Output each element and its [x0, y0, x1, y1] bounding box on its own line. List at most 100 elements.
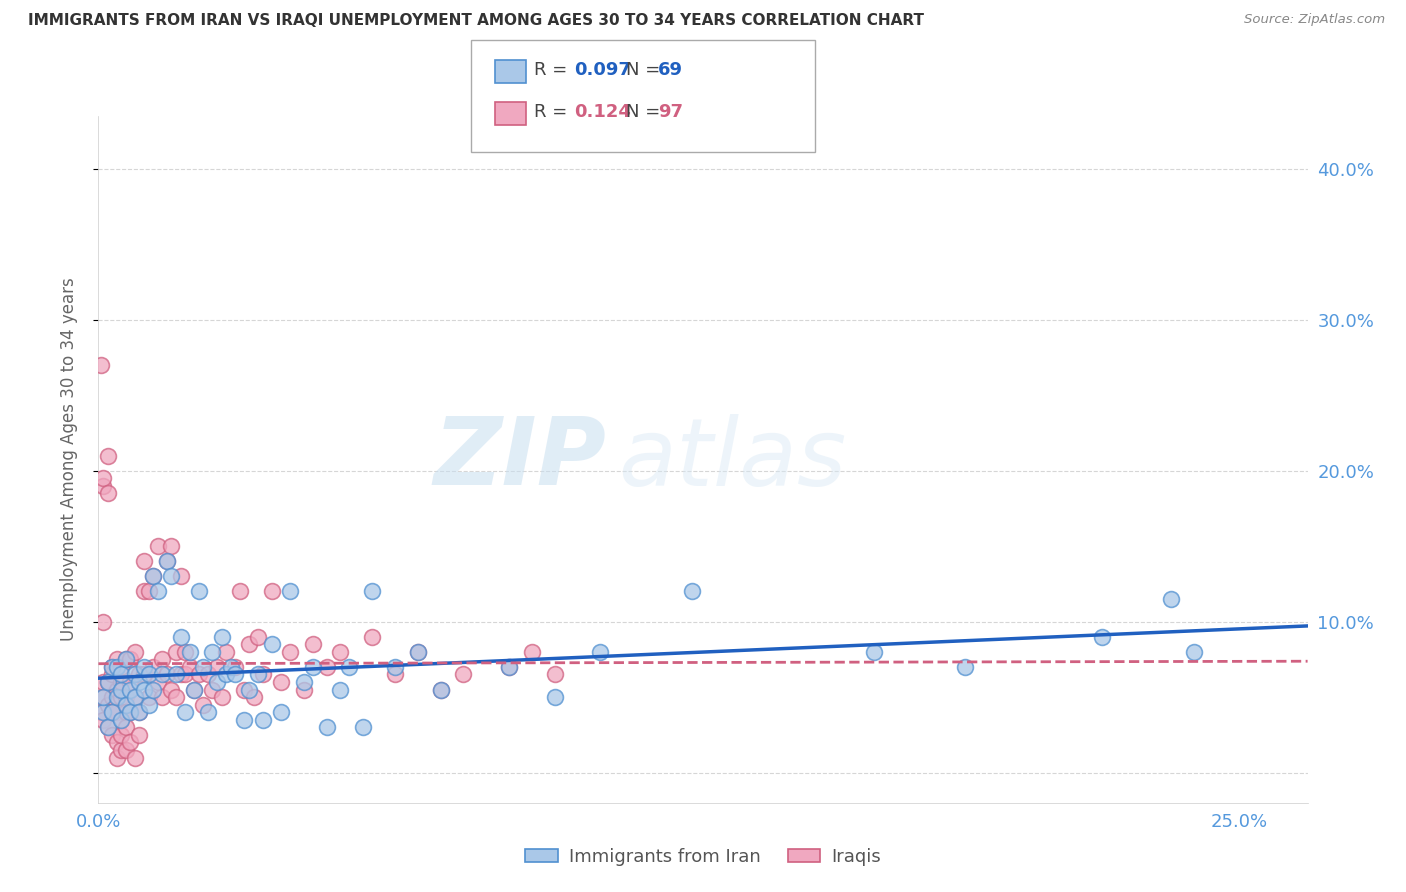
Point	[247, 630, 270, 644]
Point	[292, 675, 315, 690]
Point	[361, 630, 384, 644]
Point	[384, 667, 406, 681]
Point	[238, 682, 260, 697]
Point	[1091, 630, 1114, 644]
Point	[124, 750, 146, 764]
Point	[292, 682, 315, 697]
Point	[114, 743, 136, 757]
Point	[132, 554, 155, 568]
Point	[124, 690, 146, 705]
Point	[96, 675, 118, 690]
Point	[224, 660, 246, 674]
Point	[169, 667, 191, 681]
Point	[329, 645, 352, 659]
Point	[169, 569, 191, 583]
Point	[1182, 645, 1205, 659]
Text: N =: N =	[626, 62, 665, 79]
Point	[352, 720, 374, 734]
Point	[260, 637, 283, 651]
Point	[160, 539, 183, 553]
Point	[156, 554, 179, 568]
Point	[315, 720, 337, 734]
Point	[150, 652, 173, 666]
Point	[193, 660, 215, 674]
Point	[132, 667, 155, 681]
Point	[110, 667, 132, 681]
Point	[96, 698, 118, 712]
Point	[174, 645, 197, 659]
Point	[544, 690, 567, 705]
Point	[197, 705, 219, 719]
Point	[498, 660, 520, 674]
Point	[215, 645, 238, 659]
Point	[242, 690, 264, 705]
Point	[114, 652, 136, 666]
Point	[101, 728, 124, 742]
Point	[544, 667, 567, 681]
Text: 69: 69	[658, 62, 683, 79]
Point	[429, 682, 451, 697]
Point	[337, 660, 360, 674]
Point	[201, 645, 224, 659]
Point	[138, 698, 160, 712]
Point	[138, 690, 160, 705]
Point	[138, 667, 160, 681]
Point	[315, 660, 337, 674]
Point	[406, 645, 429, 659]
Point	[219, 660, 242, 674]
Point	[90, 358, 112, 372]
Point	[105, 750, 128, 764]
Point	[110, 743, 132, 757]
Point	[165, 667, 187, 681]
Point	[114, 652, 136, 666]
Point	[193, 698, 215, 712]
Point	[229, 584, 252, 599]
Point	[146, 675, 169, 690]
Point	[96, 675, 118, 690]
Point	[183, 682, 205, 697]
Point	[110, 728, 132, 742]
Point	[233, 682, 256, 697]
Text: 97: 97	[658, 103, 683, 121]
Point	[101, 705, 124, 719]
Point	[589, 645, 612, 659]
Point	[120, 675, 142, 690]
Point	[406, 645, 429, 659]
Point	[211, 690, 233, 705]
Point	[128, 667, 150, 681]
Text: 0.124: 0.124	[574, 103, 630, 121]
Point	[91, 690, 114, 705]
Point	[453, 667, 475, 681]
Point	[863, 645, 886, 659]
Point	[224, 667, 246, 681]
Point	[1160, 592, 1182, 607]
Point	[150, 667, 173, 681]
Point	[101, 705, 124, 719]
Text: Source: ZipAtlas.com: Source: ZipAtlas.com	[1244, 13, 1385, 27]
Point	[165, 690, 187, 705]
Point	[156, 667, 179, 681]
Point	[110, 713, 132, 727]
Point	[132, 682, 155, 697]
Point	[105, 660, 128, 674]
Point	[110, 713, 132, 727]
Point	[128, 728, 150, 742]
Point	[96, 486, 118, 500]
Point	[132, 584, 155, 599]
Y-axis label: Unemployment Among Ages 30 to 34 years: Unemployment Among Ages 30 to 34 years	[59, 277, 77, 641]
Point	[329, 682, 352, 697]
Point	[105, 705, 128, 719]
Point	[174, 705, 197, 719]
Point	[681, 584, 703, 599]
Point	[105, 652, 128, 666]
Point	[128, 705, 150, 719]
Point	[124, 667, 146, 681]
Point	[302, 637, 325, 651]
Point	[114, 720, 136, 734]
Point	[179, 660, 201, 674]
Point	[384, 660, 406, 674]
Point	[120, 682, 142, 697]
Point	[252, 713, 274, 727]
Point	[187, 667, 209, 681]
Point	[183, 682, 205, 697]
